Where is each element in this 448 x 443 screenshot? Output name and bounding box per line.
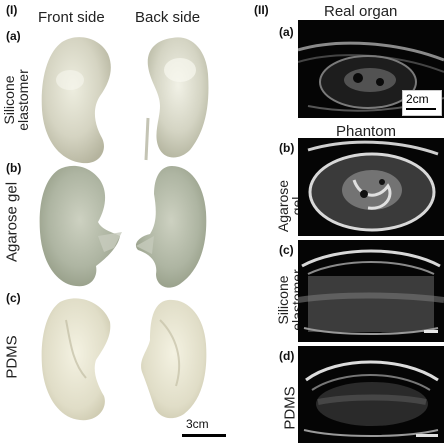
pdms-back-kidney: [141, 299, 207, 419]
ultrasound-agarose-gel: [298, 138, 444, 236]
silicone-front-kidney: [41, 37, 111, 164]
panel-II-scale-bar: [406, 108, 436, 110]
panel-II-row-c-letter: (c): [279, 243, 294, 257]
ultrasound-silicone-elastomer: [298, 240, 444, 342]
panel-I-row-b-letter: (b): [6, 161, 22, 175]
column-header-front: Front side: [38, 9, 105, 26]
panel-I-scale-bar: [182, 434, 226, 437]
panel-II-label: (II): [254, 3, 269, 17]
panel-II-row-b-label-line1: Agarose: [275, 179, 291, 233]
panel-II-title-real-organ: Real organ: [324, 3, 398, 20]
panel-II-scale-label: 2cm: [406, 92, 429, 106]
column-header-back: Back side: [135, 9, 201, 26]
panel-II-row-b-letter: (b): [279, 141, 295, 155]
panel-II-row-d-label: PDMS: [281, 386, 299, 430]
kidney-photos: [39, 37, 209, 421]
panel-II-scale-box: [402, 90, 442, 116]
panel-I-scale-label: 3cm: [186, 417, 209, 431]
agarose-front-kidney: [39, 165, 120, 287]
panel-I-row-c-letter: (c): [6, 291, 21, 305]
ultrasound-pdms: [298, 346, 444, 443]
panel-I-label: (I): [6, 3, 18, 17]
panel-II-row-d-letter: (d): [279, 349, 295, 363]
ultrasound-real-organ: 2cm: [298, 20, 444, 118]
panel-I-row-a-letter: (a): [6, 29, 21, 43]
panel-II-title-phantom: Phantom: [336, 123, 397, 140]
panel-II-row-c-label-line1: Silicone: [275, 275, 291, 325]
agarose-back-kidney: [135, 166, 207, 288]
silicone-back-kidney: [147, 37, 209, 158]
panel-II-row-a-letter: (a): [279, 25, 294, 39]
